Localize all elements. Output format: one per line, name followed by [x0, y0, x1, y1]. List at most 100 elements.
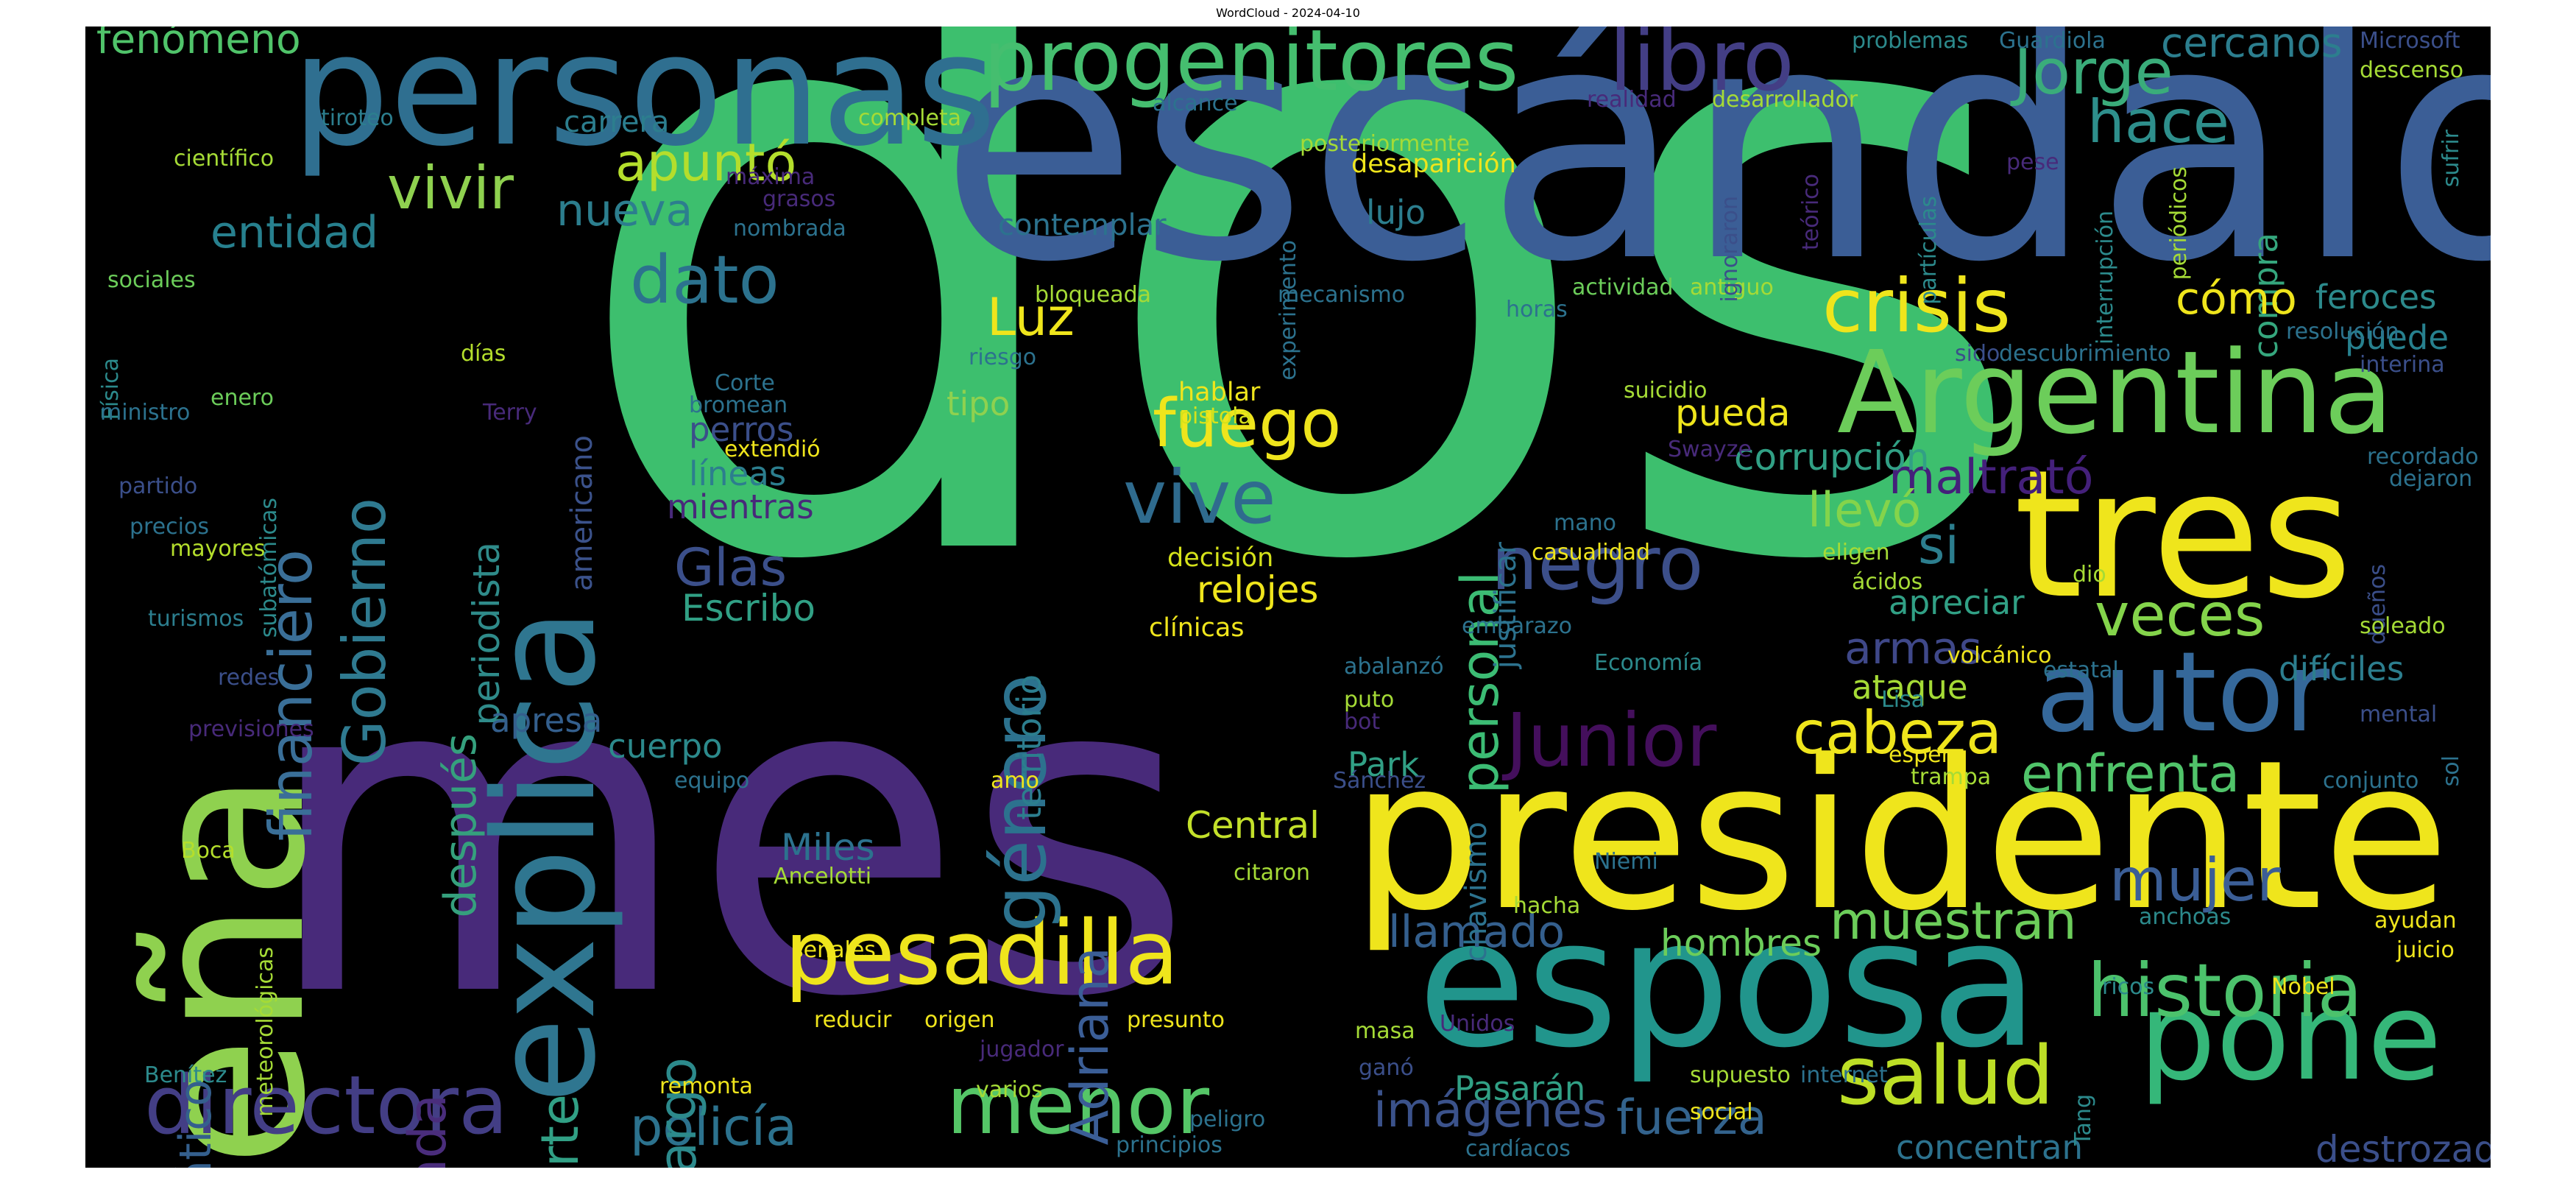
word-origen: origen: [924, 1007, 995, 1033]
word-hacha: hacha: [1513, 893, 1581, 919]
word-swayze: Swayze: [1668, 437, 1752, 462]
word-hace: hace: [2087, 88, 2229, 156]
word-cientifico: científico: [174, 146, 275, 172]
word-interrupcion: interrupción: [2092, 211, 2118, 345]
word-enfrenta: enfrenta: [2021, 744, 2240, 804]
word-posteriormente: posteriormente: [1300, 131, 1470, 157]
word-desaparicion: desaparición: [1351, 149, 1516, 179]
word-ancelotti: Ancelotti: [774, 864, 872, 889]
word-chavismo: chavismo: [1459, 822, 1493, 962]
word-junior: Junior: [1506, 697, 1717, 783]
word-mano: mano: [1554, 510, 1616, 536]
word-desarrollador: desarrollador: [1712, 87, 1858, 113]
word-hablar: hablar: [1178, 378, 1261, 407]
word-extendio: extendió: [724, 437, 821, 462]
word-microsoft: Microsoft: [2360, 28, 2460, 54]
word-corrupcion: corrupción: [1734, 436, 1930, 479]
word-llamado: llamado: [1388, 906, 1565, 958]
word-directora: directora: [144, 1058, 509, 1152]
word-lineas: líneas: [689, 454, 787, 493]
word-destrozado: destrozado: [2315, 1128, 2491, 1168]
word-luz: Luz: [987, 287, 1075, 348]
word-puto: puto: [1344, 687, 1395, 713]
word-progenitores: progenitores: [983, 27, 1519, 110]
word-subatomicas: subatómicas: [256, 498, 282, 638]
word-ataque: ataque: [1852, 668, 1968, 707]
word-pesadilla: pesadilla: [785, 903, 1179, 1005]
word-tiroteo: tiroteo: [321, 105, 394, 131]
word-grasos: grasos: [762, 186, 836, 212]
word-dos: dos: [564, 27, 2034, 742]
word-corte: Corte: [715, 370, 775, 396]
word-sido: sido: [1955, 341, 2000, 367]
word-antiguo: antiguo: [1690, 275, 1774, 300]
word-muestran: muestran: [1830, 891, 2077, 951]
word-tipo: tipo: [946, 384, 1011, 423]
word-niemi: Niemi: [1594, 849, 1658, 875]
word-puede: puede: [2345, 318, 2449, 357]
word-cercanos: cercanos: [2161, 27, 2343, 66]
word-bromean: bromean: [689, 392, 788, 418]
word-terry: Terry: [483, 400, 537, 426]
word-lisa: Lisa: [1881, 687, 1925, 713]
word-jorge: Jorge: [2014, 36, 2173, 109]
word-estatal: estatal: [2043, 657, 2119, 683]
word-glas: Glas: [674, 537, 788, 598]
word-presunto: presunto: [1127, 1007, 1225, 1033]
word-guardiola: Guardiola: [1999, 28, 2106, 54]
word-justificar: justificar: [1489, 542, 1523, 669]
word-conjunto: conjunto: [2323, 768, 2419, 794]
word-citaron: citaron: [1234, 860, 1311, 886]
word-descubrimiento: descubrimiento: [1999, 341, 2171, 367]
word-escribo: Escribo: [682, 587, 815, 629]
word-anchoas: anchoas: [2139, 904, 2232, 930]
word-eligen: eligen: [1822, 540, 1890, 565]
word-soleado: soleado: [2360, 613, 2446, 639]
word-internet: internet: [1800, 1062, 1888, 1088]
word-cabeza: cabeza: [1793, 699, 2003, 767]
word-sufrir: sufrir: [2438, 130, 2464, 188]
word-varios: varios: [976, 1077, 1043, 1103]
word-periodista: periodista: [465, 542, 508, 726]
word-policia: policía: [630, 1097, 797, 1157]
word-pasaran: Pasarán: [1454, 1069, 1586, 1108]
word-perros: perros: [689, 410, 794, 449]
word-remonta: remonta: [659, 1073, 753, 1099]
word-mientras: mientras: [667, 487, 814, 526]
word-apresa: apresa: [490, 701, 603, 740]
word-bloqueada: bloqueada: [1035, 282, 1152, 308]
word-mental: mental: [2360, 702, 2438, 727]
word-americano: americano: [565, 435, 599, 591]
word-partido: partido: [118, 473, 198, 499]
word-cloud-canvas: dosmesescándalopersonasbrasileñapresiden…: [85, 27, 2491, 1168]
word-tang: Tang: [2070, 1094, 2096, 1146]
word-veces: veces: [2095, 581, 2265, 649]
word-como: cómo: [2176, 273, 2297, 325]
word-argentina: Argentina: [1837, 326, 2394, 459]
word-presidente: presidente: [1351, 716, 2450, 956]
word-amo: amo: [991, 768, 1039, 794]
word-territorio: territorio: [1010, 674, 1049, 820]
word-sociales: sociales: [107, 267, 196, 293]
word-despues: después: [435, 733, 486, 918]
word-supuesto: supuesto: [1690, 1062, 1791, 1088]
word-ministro: ministro: [100, 400, 191, 426]
word-nobel: Nobel: [2271, 974, 2335, 1000]
word-masa: masa: [1355, 1018, 1415, 1044]
word-equipo: equipo: [674, 768, 750, 794]
word-senales: señales: [792, 937, 876, 963]
word-mecanismo: mecanismo: [1278, 282, 1406, 308]
word-casualidad: casualidad: [1532, 540, 1651, 565]
word-diplomatico: diplomático: [170, 1079, 222, 1168]
word-previsiones: previsiones: [188, 716, 314, 742]
word-cardiacos: cardíacos: [1465, 1136, 1571, 1162]
word-turismos: turismos: [148, 606, 244, 632]
word-boca: Boca: [181, 838, 236, 864]
word-jugador: jugador: [980, 1037, 1064, 1062]
word-maxima: máxima: [726, 164, 815, 190]
word-meteorologicas: meteorológicas: [252, 947, 278, 1117]
word-fenomeno: fenómeno: [96, 27, 301, 63]
word-crisis: crisis: [1822, 263, 2011, 349]
word-problemas: problemas: [1852, 28, 1969, 54]
word-contemplar: contemplar: [998, 208, 1167, 242]
